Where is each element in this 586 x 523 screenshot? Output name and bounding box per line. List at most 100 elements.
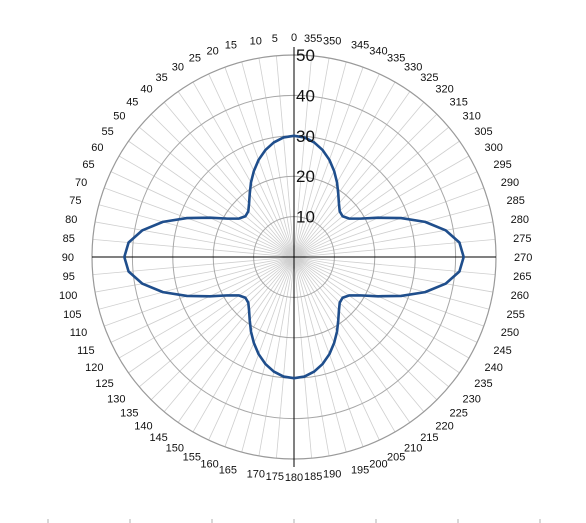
angle-tick-label: 270: [514, 252, 532, 264]
spoke-line: [139, 126, 295, 258]
angle-tick-label: 280: [511, 214, 529, 226]
angle-tick-label: 350: [323, 35, 341, 47]
spoke-line: [139, 256, 295, 388]
spoke-line: [192, 256, 295, 433]
series-line: [123, 134, 465, 380]
angle-tick-label: 25: [189, 53, 201, 65]
angle-tick-label: 85: [63, 233, 75, 245]
angle-tick-label: 245: [493, 345, 511, 357]
angle-tick-label: 235: [474, 378, 492, 390]
spoke-line: [293, 256, 478, 343]
angle-tick-label: 255: [507, 309, 525, 321]
angle-tick-label: 210: [404, 443, 422, 455]
spoke-line: [293, 113, 438, 258]
spoke-line: [208, 256, 295, 441]
spoke-line: [92, 238, 295, 258]
angle-tick-label: 130: [107, 393, 125, 405]
angle-tick-label: 170: [247, 469, 265, 481]
angle-tick-label: 195: [351, 465, 369, 477]
spoke-line: [293, 58, 330, 258]
spoke-line: [293, 73, 380, 258]
spoke-line: [293, 204, 490, 258]
spoke-line: [128, 256, 295, 374]
angle-tick-label: 135: [120, 408, 138, 420]
angle-tick-label: 275: [513, 233, 531, 245]
angle-tick-label: 330: [404, 61, 422, 73]
spoke-line: [293, 256, 496, 276]
spoke-line: [275, 256, 295, 459]
spoke-line: [293, 238, 496, 258]
spoke-line: [95, 256, 295, 293]
angle-tick-label: 310: [463, 111, 481, 123]
angle-tick-label: 70: [75, 177, 87, 189]
angle-tick-label: 325: [420, 72, 438, 84]
spoke-line: [293, 256, 364, 447]
angle-tick-label: 220: [435, 421, 453, 433]
angle-tick-label: 105: [63, 309, 81, 321]
spoke-line: [293, 67, 364, 258]
spoke-line: [293, 81, 396, 258]
angle-tick-label: 225: [450, 408, 468, 420]
spoke-line: [98, 256, 295, 310]
spoke-line: [293, 256, 425, 412]
angle-tick-label: 30: [172, 61, 184, 73]
spoke-line: [293, 256, 396, 433]
spoke-line: [110, 171, 295, 258]
angle-tick-label: 230: [463, 393, 481, 405]
spoke-line: [98, 204, 295, 258]
angle-tick-label: 10: [250, 35, 262, 47]
angle-tick-label: 20: [207, 45, 219, 57]
angle-tick-label: 185: [304, 471, 322, 483]
angle-tick-label: 150: [166, 443, 184, 455]
angle-tick-label: 90: [62, 252, 74, 264]
spoke-line: [293, 140, 460, 258]
angle-tick-label: 340: [369, 45, 387, 57]
angle-tick-label: 50: [113, 111, 125, 123]
spoke-line: [104, 187, 295, 258]
spoke-line: [258, 58, 295, 258]
spoke-line: [104, 256, 295, 327]
spoke-line: [293, 91, 411, 258]
spoke-line: [293, 256, 449, 388]
spoke-line: [163, 256, 295, 412]
spoke-line: [293, 256, 438, 401]
angle-tick-label: 355: [304, 33, 322, 45]
spoke-line: [177, 256, 295, 423]
spoke-line: [150, 113, 295, 258]
spoke-line: [293, 171, 478, 258]
angle-tick-label: 315: [450, 96, 468, 108]
spoke-line: [224, 67, 295, 258]
angle-tick-label: 215: [420, 432, 438, 444]
radial-tick-label: 10: [296, 208, 315, 227]
angle-tick-label: 300: [485, 142, 503, 154]
angle-labels-layer: 0510152025303540455055606570758085909510…: [59, 32, 532, 484]
angle-tick-label: 200: [369, 459, 387, 471]
angle-tick-label: 295: [493, 159, 511, 171]
spoke-line: [163, 102, 295, 258]
angle-tick-label: 145: [149, 432, 167, 444]
spoke-line: [95, 221, 295, 258]
angle-tick-label: 45: [126, 96, 138, 108]
spoke-line: [293, 256, 380, 441]
spoke-line: [293, 61, 347, 258]
spokes-layer: [92, 55, 496, 459]
spoke-line: [110, 256, 295, 343]
angle-tick-label: 165: [219, 465, 237, 477]
angle-tick-label: 290: [501, 177, 519, 189]
angle-tick-label: 75: [69, 195, 81, 207]
spoke-line: [293, 221, 493, 258]
angle-tick-label: 15: [225, 40, 237, 52]
spoke-line: [192, 81, 295, 258]
angle-tick-label: 345: [351, 40, 369, 52]
angle-tick-label: 115: [77, 345, 95, 357]
angle-tick-label: 100: [59, 290, 77, 302]
spoke-line: [150, 256, 295, 401]
angle-tick-label: 65: [82, 159, 94, 171]
spoke-line: [293, 155, 470, 258]
angle-tick-label: 5: [272, 33, 278, 45]
spoke-line: [293, 256, 411, 423]
axes-layer: [92, 47, 496, 467]
angle-tick-label: 95: [63, 271, 75, 283]
spoke-line: [293, 256, 313, 459]
spoke-line: [118, 155, 295, 258]
